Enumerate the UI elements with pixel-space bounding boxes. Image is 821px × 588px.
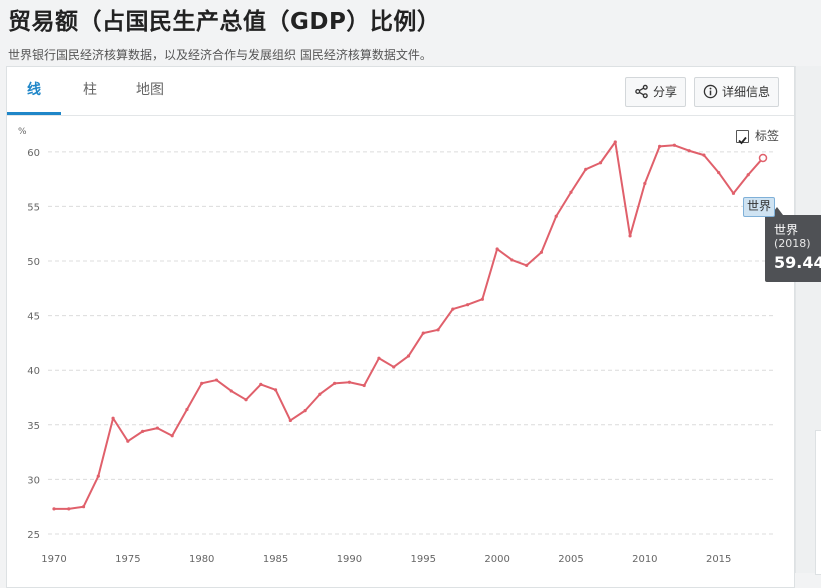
y-tick-label: 30 [27, 475, 40, 486]
data-point [229, 389, 233, 393]
data-point [643, 181, 647, 186]
data-point [185, 407, 189, 412]
x-tick-label: 1990 [337, 554, 362, 565]
data-point [584, 167, 588, 171]
share-label: 分享 [653, 85, 678, 99]
label-checkbox-text: 标签 [755, 129, 780, 143]
data-point [672, 143, 676, 147]
data-point [598, 161, 603, 165]
tooltip: 世界 (2018) 59.44 [765, 215, 821, 282]
data-point [758, 153, 768, 163]
page-title: 贸易额（占国民生产总值（GDP）比例） [8, 9, 441, 35]
tooltip-arrow [771, 207, 783, 215]
data-point [214, 378, 219, 382]
y-axis-unit: % [18, 127, 27, 137]
y-tick-label: 40 [27, 366, 40, 377]
axis-labels: % 25 30 35 40 45 50 55 60 1970 1975 1980 1985 1990 199… [18, 127, 731, 565]
series-world [52, 140, 768, 511]
data-point [244, 398, 248, 402]
data-point [273, 388, 278, 392]
data-point [510, 258, 514, 262]
data-point [141, 429, 145, 433]
data-point [465, 303, 470, 307]
details-label: 详细信息 [722, 85, 771, 99]
share-icon [635, 84, 648, 99]
data-point [200, 381, 204, 385]
series-line [54, 141, 764, 510]
data-point [495, 247, 499, 251]
data-point [288, 418, 292, 423]
data-point [451, 307, 455, 311]
label-checkbox[interactable] [736, 130, 749, 145]
data-point [52, 507, 56, 511]
data-point [746, 173, 750, 177]
y-tick-label: 50 [27, 257, 40, 268]
source-note: 世界银行国民经济核算数据，以及经济合作与发展组织 国民经济核算数据文件。 [8, 48, 432, 62]
data-point [539, 250, 544, 254]
y-tick-label: 55 [27, 202, 40, 213]
data-point [96, 474, 100, 478]
data-point [333, 381, 337, 385]
data-point [259, 382, 263, 387]
data-point [67, 507, 71, 511]
data-point [111, 416, 115, 420]
series-end-label: 世界 [743, 197, 776, 217]
data-point [318, 392, 322, 396]
x-tick-label: 2000 [484, 554, 509, 565]
tab-bar-chart[interactable]: 柱 [83, 82, 97, 98]
data-point [569, 190, 573, 194]
data-point [658, 144, 662, 148]
data-point [628, 234, 632, 238]
tooltip-value: 59.44 [774, 253, 821, 272]
data-point [81, 505, 86, 509]
data-point [717, 170, 721, 175]
tab-map[interactable]: 地图 [136, 82, 164, 98]
data-point [155, 426, 159, 430]
x-tick-label: 1985 [263, 554, 288, 565]
data-point [377, 356, 381, 360]
data-point [687, 149, 691, 153]
x-tick-label: 2015 [706, 554, 731, 565]
data-point [731, 191, 736, 195]
y-tick-label: 45 [27, 312, 40, 323]
chart-card: 线 柱 地图 分享 详细信息 标签 [6, 66, 795, 588]
y-tick-label: 25 [27, 530, 40, 541]
tooltip-series: 世界 [774, 223, 799, 237]
data-point [170, 434, 174, 438]
y-tick-label: 60 [27, 148, 40, 159]
gridlines [48, 151, 775, 535]
details-button[interactable]: 详细信息 [694, 77, 780, 107]
x-tick-label: 1975 [115, 554, 140, 565]
data-point [436, 328, 440, 332]
y-tick-label: 35 [27, 421, 40, 432]
line-chart: % 25 30 35 40 45 50 55 60 1970 1975 1980 1985 1990 199… [18, 127, 775, 565]
data-point [126, 439, 130, 443]
data-point [392, 365, 396, 369]
data-point [303, 409, 307, 413]
data-point [525, 263, 529, 267]
x-tick-label: 1970 [41, 554, 66, 565]
tooltip-year: (2018) [774, 237, 811, 250]
x-tick-label: 2010 [632, 554, 657, 565]
data-point [554, 214, 558, 218]
data-point [406, 354, 411, 358]
data-point [362, 383, 366, 388]
share-button[interactable]: 分享 [625, 77, 687, 107]
data-point [702, 153, 706, 157]
checkmark-icon [738, 136, 747, 145]
data-point [613, 140, 617, 144]
info-icon [703, 84, 718, 99]
x-tick-label: 1995 [411, 554, 436, 565]
data-point [347, 380, 352, 384]
data-point [480, 297, 484, 301]
tab-bar: 线 柱 地图 分享 详细信息 [7, 67, 794, 116]
x-tick-label: 1980 [189, 554, 214, 565]
tab-line[interactable]: 线 [7, 67, 61, 115]
data-point [421, 331, 425, 335]
x-tick-label: 2005 [558, 554, 583, 565]
